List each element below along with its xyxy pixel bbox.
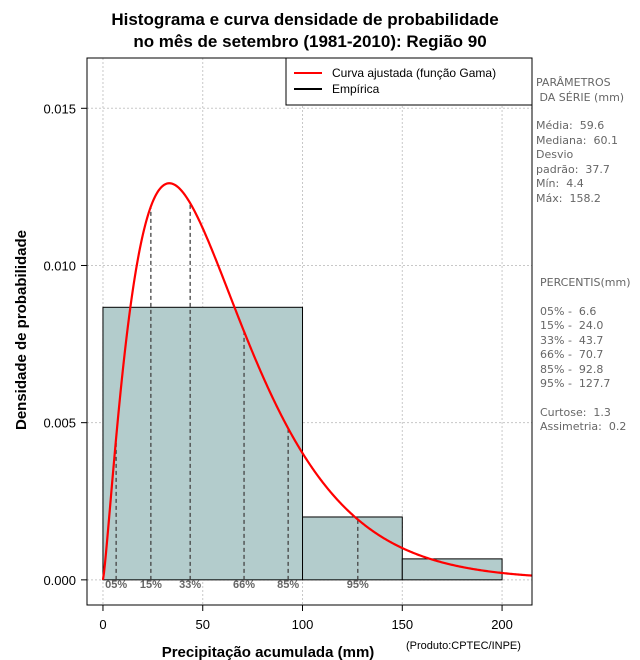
y-axis-title: Densidade de probabilidade xyxy=(13,230,30,430)
legend-label-empirical: Empírica xyxy=(332,82,380,96)
x-tick-label-4: 200 xyxy=(491,617,513,632)
stat-curtose: Curtose: 1.3 xyxy=(540,405,611,419)
percentil-85: 85% - 92.8 xyxy=(540,362,604,376)
param-desvio-line2: padrão: 37.7 xyxy=(536,162,610,176)
histogram-bar-0 xyxy=(102,306,304,581)
legend-label-fit: Curva ajustada (função Gama) xyxy=(332,66,496,80)
param-min: Mín: 4.4 xyxy=(536,177,584,190)
histogram-bar-1 xyxy=(302,516,403,581)
stat-assimetria: Assimetria: 0.2 xyxy=(540,420,627,433)
percentile-label-5: 95% xyxy=(347,579,369,591)
legend-box xyxy=(285,57,533,106)
product-credit: (Produto:CPTEC/INPE) xyxy=(406,640,521,652)
y-tick-label-2: 0.010 xyxy=(43,258,76,273)
percentile-label-0: 05% xyxy=(105,579,127,591)
x-axis-title: Precipitação acumulada (mm) xyxy=(162,644,375,660)
chart-title-line2: no mês de setembro (1981-2010): Região 9… xyxy=(133,32,486,51)
percentil-15: 15% - 24.0 xyxy=(540,319,604,332)
y-tick-label-1: 0.005 xyxy=(43,416,76,431)
params-heading-line1: PARÂMETROS xyxy=(536,76,611,89)
percentile-label-1: 15% xyxy=(140,579,162,591)
chart-title-line1: Histograma e curva densidade de probabil… xyxy=(111,10,498,29)
percentil-95: 95% - 127.7 xyxy=(540,377,611,390)
histogram-bars xyxy=(102,306,503,581)
param-mediana: Mediana: 60.1 xyxy=(536,133,618,147)
param-desvio-line1: Desvio xyxy=(536,148,574,161)
percentis-heading: PERCENTIS(mm) xyxy=(540,276,631,289)
percentile-label-4: 85% xyxy=(277,579,299,591)
param-media: Média: 59.6 xyxy=(536,119,605,132)
series-parameters-panel: PARÂMETROS DA SÉRIE (mm) Média: 59.6 Med… xyxy=(536,76,624,206)
gamma-fit-curve xyxy=(101,182,533,581)
param-max: Máx: 158.2 xyxy=(536,191,601,205)
y-tick-label-0: 0.000 xyxy=(43,573,76,588)
histogram-bar-2 xyxy=(401,558,503,581)
percentile-label-3: 66% xyxy=(233,579,255,591)
params-heading-line2: DA SÉRIE (mm) xyxy=(536,90,625,104)
percentiles-panel: PERCENTIS(mm) 05% - 6.6 15% - 24.0 33% -… xyxy=(540,276,631,435)
x-tick-label-1: 50 xyxy=(196,617,210,632)
legend: Curva ajustada (função Gama) Empírica xyxy=(285,57,533,106)
axes: 0 50 100 150 200 0.000 0.005 0.010 0.015 xyxy=(43,101,512,632)
percentil-33: 33% - 43.7 xyxy=(540,333,604,347)
x-tick-label-0: 0 xyxy=(99,617,106,632)
percentile-label-2: 33% xyxy=(179,579,201,591)
y-tick-label-3: 0.015 xyxy=(43,101,76,116)
x-tick-label-3: 150 xyxy=(391,617,413,632)
gamma-curve-layer xyxy=(101,182,533,581)
percentil-66: 66% - 70.7 xyxy=(540,348,604,361)
x-tick-label-2: 100 xyxy=(292,617,314,632)
percentile-markers: 05% 15% 33% 66% 85% 95% xyxy=(105,203,369,591)
percentil-05: 05% - 6.6 xyxy=(540,304,597,318)
